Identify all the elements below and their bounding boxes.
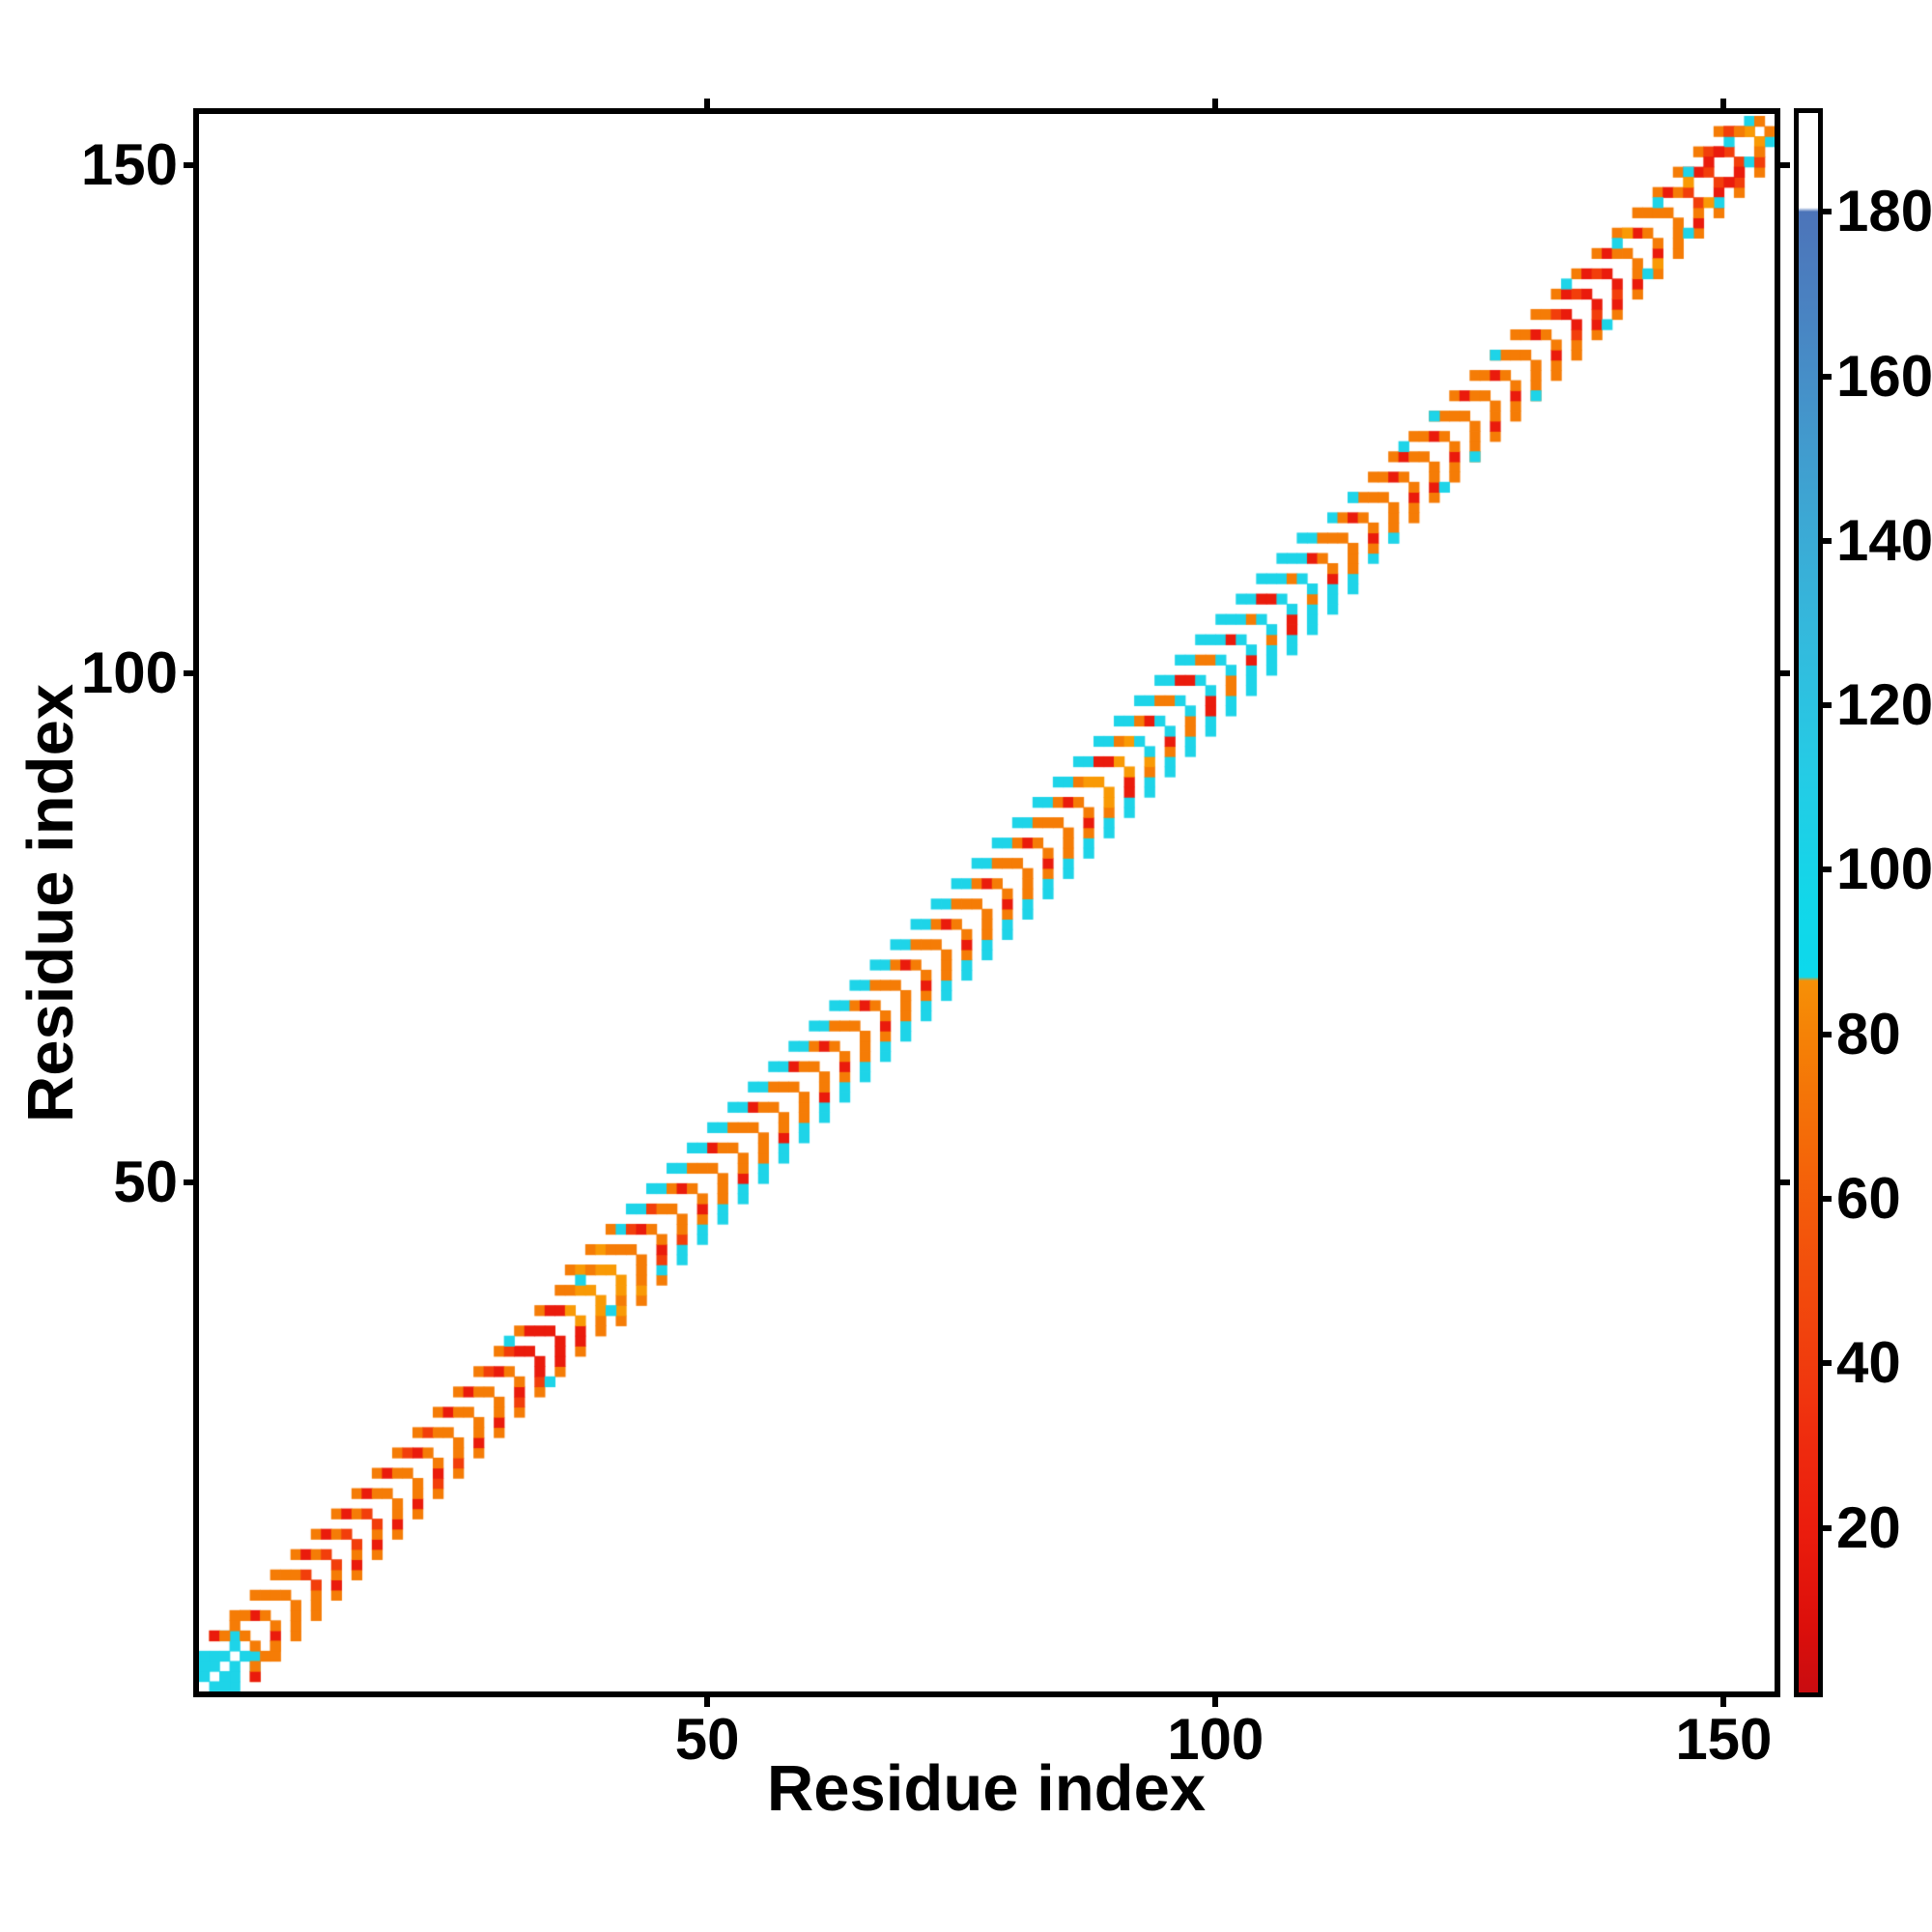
cbar-tick-label-180: 180	[1836, 179, 1932, 244]
x-tick-50	[704, 1697, 711, 1707]
cbar-tick-label-120: 120	[1836, 672, 1932, 738]
y-tick-right-100	[1780, 670, 1790, 677]
cbar-tick-40	[1823, 1360, 1832, 1367]
y-tick-50	[184, 1179, 193, 1186]
cbar-tick-label-60: 60	[1836, 1166, 1901, 1232]
cbar-tick-120	[1823, 702, 1832, 709]
y-tick-right-150	[1780, 161, 1790, 168]
cbar-tick-100	[1823, 867, 1832, 873]
cbar-tick-label-40: 40	[1836, 1330, 1901, 1396]
x-tick-label-100: 100	[1167, 1707, 1264, 1772]
colorbar	[1794, 108, 1823, 1697]
cbar-tick-label-160: 160	[1836, 343, 1932, 409]
y-axis-title: Residue index	[14, 683, 87, 1123]
cbar-tick-label-80: 80	[1836, 1001, 1901, 1066]
plot-area	[193, 108, 1780, 1697]
cbar-tick-160	[1823, 373, 1832, 380]
x-axis-title: Residue index	[766, 1752, 1207, 1825]
y-tick-label-50: 50	[113, 1150, 178, 1215]
x-tick-label-50: 50	[674, 1707, 740, 1772]
x-tick-top-150	[1720, 99, 1727, 108]
x-tick-150	[1720, 1697, 1727, 1707]
cbar-tick-20	[1823, 1524, 1832, 1531]
y-tick-label-150: 150	[80, 131, 178, 197]
cbar-tick-60	[1823, 1196, 1832, 1203]
colorbar-gradient	[1799, 113, 1818, 1692]
x-tick-label-150: 150	[1675, 1707, 1773, 1772]
x-tick-top-100	[1212, 99, 1219, 108]
y-tick-150	[184, 161, 193, 168]
cbar-tick-80	[1823, 1031, 1832, 1037]
cbar-tick-180	[1823, 209, 1832, 215]
y-tick-100	[184, 670, 193, 677]
y-tick-right-50	[1780, 1179, 1790, 1186]
cbar-tick-140	[1823, 537, 1832, 544]
cbar-tick-label-100: 100	[1836, 837, 1932, 902]
y-tick-label-100: 100	[80, 640, 178, 706]
x-tick-top-50	[704, 99, 711, 108]
contact-map-canvas	[199, 114, 1775, 1691]
x-tick-100	[1212, 1697, 1219, 1707]
cbar-tick-label-20: 20	[1836, 1494, 1901, 1560]
cbar-tick-label-140: 140	[1836, 507, 1932, 573]
